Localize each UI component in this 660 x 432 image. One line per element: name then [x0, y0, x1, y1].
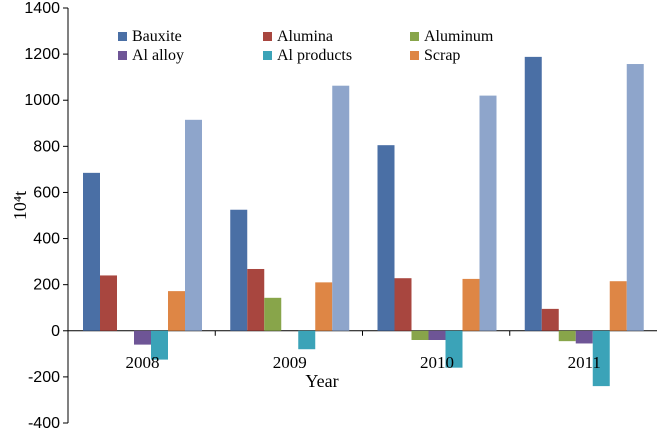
legend-swatch-bauxite: [118, 32, 127, 41]
bar-series-7-2011: [626, 64, 644, 331]
legend: Bauxite Alumina Aluminum Al alloy Al product…: [118, 28, 494, 64]
y-tick-label: -200: [28, 369, 60, 386]
bar-bauxite-2008: [83, 172, 100, 331]
y-tick-label: 1000: [24, 92, 60, 109]
bar-alumina-2011: [541, 308, 559, 331]
bar-scrap-2009: [315, 282, 333, 331]
bar-bauxite-2009: [230, 209, 248, 331]
bar-al-alloy-2008: [134, 330, 151, 345]
bar-scrap-2008: [168, 291, 185, 331]
legend-swatch-alumina: [263, 32, 272, 41]
bar-aluminum-2010: [411, 330, 429, 340]
bar-bauxite-2010: [377, 145, 395, 331]
bar-al-products-2008: [151, 330, 168, 360]
y-tick-label: 1200: [24, 46, 60, 63]
legend-swatch-al-products: [263, 51, 272, 60]
legend-label-aluminum: Aluminum: [424, 28, 494, 45]
labels-layer: -400 -200 0 200 400 600 800 1000 1200 1400 2008 200…: [10, 0, 601, 432]
bar-scrap-2010: [462, 278, 480, 331]
x-category-label: 2008: [126, 353, 160, 372]
bar-series-7-2009: [332, 85, 350, 331]
y-tick-label: 600: [33, 184, 60, 201]
bar-aluminum-2011: [558, 330, 576, 342]
bar-series-7-2010: [479, 95, 497, 331]
bar-alumina-2010: [394, 278, 412, 331]
legend-label-scrap: Scrap: [424, 47, 460, 64]
bars-layer: [83, 56, 644, 387]
bar-bauxite-2011: [524, 56, 542, 331]
legend-swatch-scrap: [410, 51, 419, 60]
legend-label-al-alloy: Al alloy: [132, 47, 184, 64]
x-category-label: 2009: [273, 353, 307, 372]
legend-label-al-products: Al products: [277, 47, 352, 64]
y-tick-label: 400: [33, 231, 60, 248]
y-tick-label: 200: [33, 277, 60, 294]
y-tick-label: 1400: [24, 0, 60, 17]
bar-al-alloy-2010: [428, 330, 446, 340]
y-tick-label: 0: [51, 323, 60, 340]
legend-label-alumina: Alumina: [277, 28, 333, 45]
bar-scrap-2011: [609, 281, 627, 331]
legend-swatch-aluminum: [410, 32, 419, 41]
y-tick-label: -400: [28, 415, 60, 432]
bar-alumina-2008: [100, 275, 117, 331]
bar-alumina-2009: [247, 268, 265, 331]
x-category-label: 2010: [420, 353, 454, 372]
bar-al-products-2009: [298, 330, 316, 350]
bar-al-alloy-2011: [575, 330, 593, 344]
bar-aluminum-2009: [264, 297, 282, 331]
y-axis-title: 10⁴t: [10, 191, 30, 220]
bar-al-products-2011: [592, 330, 610, 387]
bar-series-7-2008: [185, 119, 202, 331]
legend-swatch-al-alloy: [118, 51, 127, 60]
bar-al-products-2010: [445, 330, 463, 368]
legend-label-bauxite: Bauxite: [132, 28, 182, 45]
x-axis-title: Year: [305, 371, 338, 391]
y-tick-label: 800: [33, 138, 60, 155]
x-category-label: 2011: [568, 353, 601, 372]
